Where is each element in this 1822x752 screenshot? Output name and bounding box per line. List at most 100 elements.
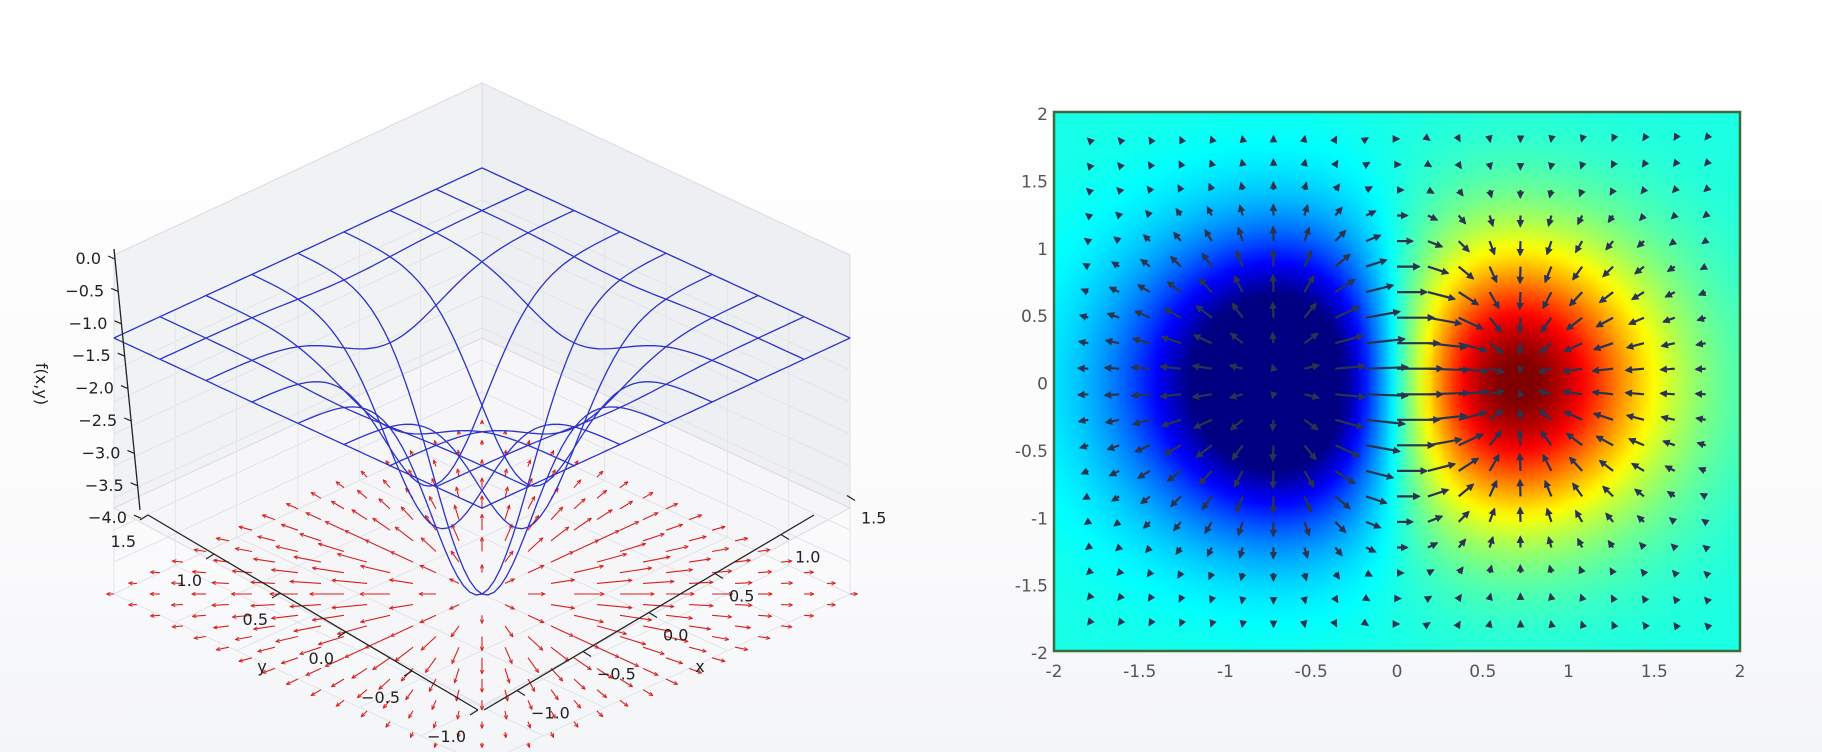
heatmap-cell — [1568, 160, 1579, 171]
heatmap-cell — [1514, 487, 1524, 498]
heatmap-cell — [1658, 461, 1669, 471]
heatmap-cell — [1532, 266, 1543, 277]
heatmap-cell — [1451, 408, 1461, 418]
heatmap-cell — [1180, 337, 1191, 348]
z-tick — [133, 514, 142, 519]
heatmap-cell — [1144, 399, 1155, 409]
heatmap-cell — [1243, 169, 1254, 180]
heatmap-cell — [1334, 425, 1344, 436]
heatmap-cell — [1334, 125, 1344, 135]
heatmap-cell — [1198, 523, 1209, 533]
z-tick — [123, 417, 132, 422]
heatmap-cell — [1126, 293, 1137, 303]
heatmap-cell — [1117, 275, 1128, 286]
heatmap-cell — [1667, 337, 1678, 348]
heatmap-cell — [1343, 355, 1353, 365]
heatmap-cell — [1316, 505, 1326, 516]
heatmap-cell — [1433, 434, 1443, 445]
heatmap-cell — [1072, 160, 1083, 171]
heatmap-cell — [1126, 567, 1137, 577]
heatmap-cell — [1216, 434, 1227, 445]
heatmap-cell — [1397, 629, 1407, 639]
heatmap-cell — [1243, 593, 1254, 604]
heatmap-cell — [1207, 576, 1218, 586]
heatmap-cell — [1054, 505, 1065, 516]
heatmap-cell — [1153, 248, 1164, 259]
heatmap-cell — [1496, 337, 1506, 348]
quiver-arrow — [573, 480, 581, 489]
heatmap-cell — [1451, 390, 1461, 401]
heatmap-cell — [1442, 478, 1452, 489]
heatmap-cell — [1541, 558, 1552, 569]
heatmap-cell — [1262, 99, 1272, 109]
quiver-arrow — [332, 678, 345, 687]
heatmap-cell — [1063, 151, 1074, 162]
heatmap-cell — [1415, 231, 1425, 241]
heatmap-cell — [1469, 399, 1479, 409]
heatmap-cell — [1649, 301, 1660, 312]
heatmap-cell — [1613, 505, 1624, 516]
heatmap-cell — [1153, 204, 1164, 215]
heatmap-cell — [1253, 99, 1263, 109]
heatmap-cell — [1307, 346, 1317, 356]
heatmap-cell — [1676, 213, 1687, 224]
heatmap-cell — [1072, 611, 1083, 622]
heatmap-cell — [1568, 187, 1579, 197]
heatmap-cell — [1126, 204, 1137, 215]
heatmap-cell — [1307, 257, 1317, 268]
heatmap-cell — [1469, 531, 1479, 542]
heatmap-cell — [1216, 328, 1227, 339]
heatmap-cell — [1388, 142, 1398, 153]
heatmap-cell — [1370, 461, 1380, 471]
heatmap-cell — [1406, 620, 1416, 631]
heatmap-cell — [1415, 656, 1425, 666]
heatmap-cell — [1514, 611, 1524, 622]
heatmap-cell — [1054, 558, 1065, 569]
heatmap-cell — [1316, 275, 1326, 286]
heatmap-cell — [1289, 593, 1299, 604]
heatmap-cell — [1144, 213, 1155, 224]
heatmap-cell — [1225, 602, 1236, 613]
heatmap-cell — [1189, 204, 1200, 215]
heatmap-cell — [1162, 222, 1173, 233]
heatmap-cell — [1514, 567, 1524, 577]
heatmap-cell — [1532, 99, 1542, 109]
heatmap-cell — [1568, 584, 1579, 595]
heatmap-cell — [1180, 187, 1191, 197]
heatmap-cell — [1307, 487, 1317, 498]
heatmap-cell — [1270, 487, 1281, 498]
heatmap-cell — [1225, 381, 1236, 392]
heatmap-cell — [1117, 434, 1128, 445]
heatmap-cell — [1298, 195, 1308, 206]
heatmap-cell — [1640, 160, 1651, 171]
heatmap-cell — [1198, 416, 1209, 427]
heatmap-cell — [1415, 620, 1425, 631]
heatmap-cell — [1397, 142, 1407, 153]
heatmap-cell — [1280, 266, 1290, 277]
heatmap-cell — [1189, 531, 1200, 542]
heatmap-cell — [1640, 231, 1651, 241]
heatmap-cell — [1478, 240, 1488, 250]
heatmap-cell — [1460, 169, 1470, 180]
heatmap-cell — [1613, 346, 1624, 356]
heatmap-cell — [1090, 611, 1101, 622]
heatmap-cell — [1451, 257, 1461, 268]
heatmap-cell — [1460, 637, 1470, 648]
heatmap-cell — [1442, 116, 1452, 126]
heatmap-cell — [1613, 112, 1624, 118]
heatmap-cell — [1658, 584, 1669, 595]
heatmap-cell — [1433, 133, 1443, 144]
heatmap-cell — [1451, 204, 1461, 215]
heatmap-cell — [1162, 452, 1173, 462]
heatmap-cell — [1649, 584, 1660, 595]
heatmap-cell — [1252, 337, 1263, 348]
heatmap-cell — [1514, 151, 1524, 162]
quiver-arrow — [294, 557, 322, 563]
heatmap-cell — [1586, 266, 1597, 277]
heatmap-cell — [1126, 593, 1137, 604]
heatmap-cell — [1153, 142, 1164, 153]
heatmap-cell — [1316, 187, 1326, 197]
heatmap-cell — [1622, 567, 1633, 577]
heatmap-cell — [1433, 602, 1443, 613]
quiver-arrow — [272, 570, 298, 574]
